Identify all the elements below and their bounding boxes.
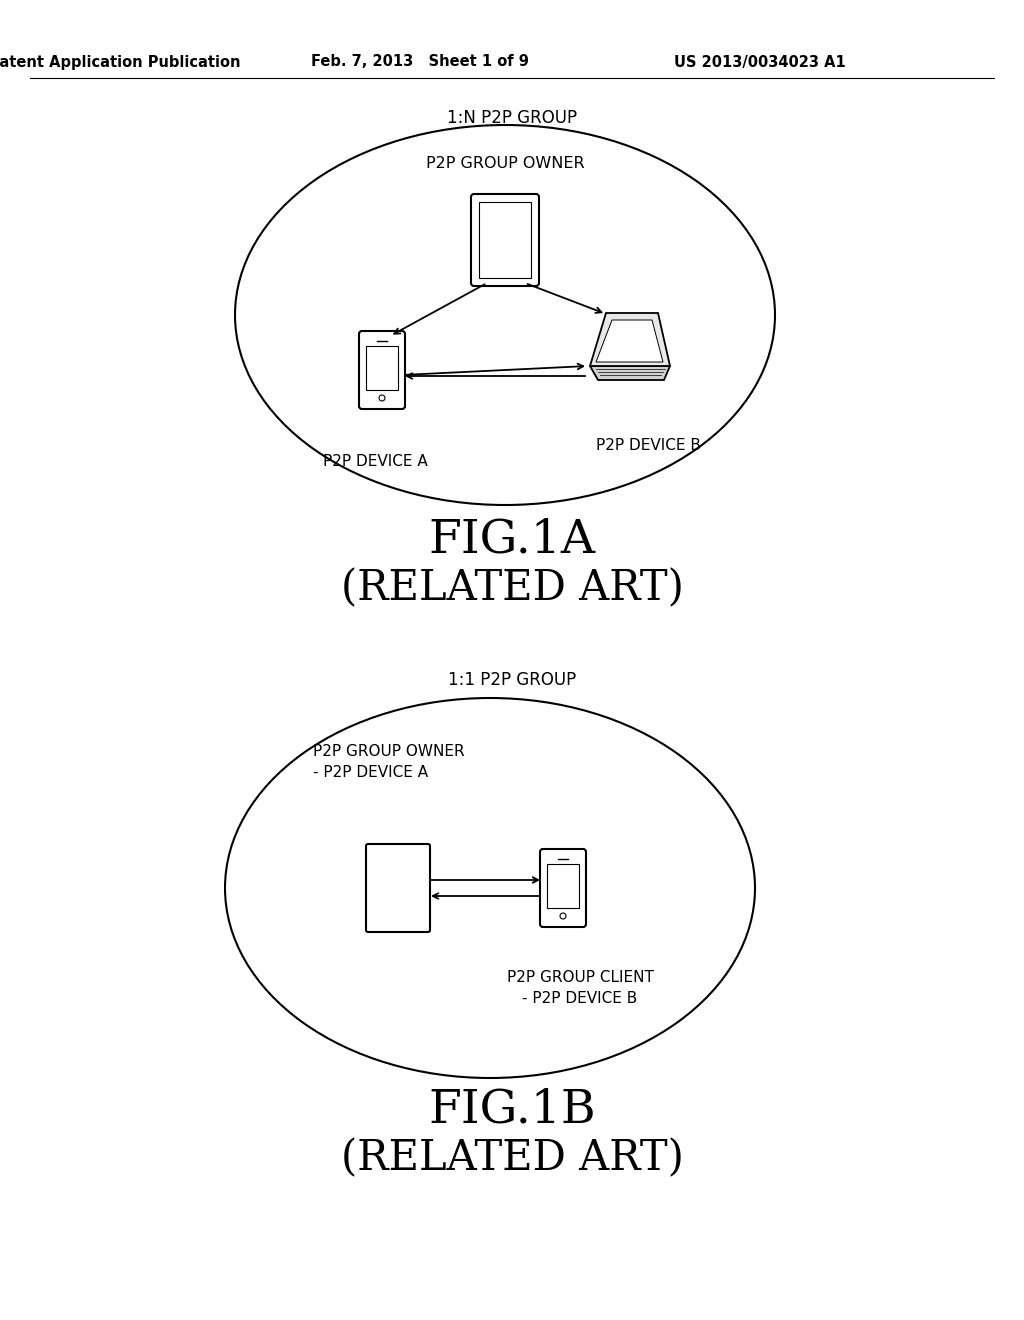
Text: Feb. 7, 2013   Sheet 1 of 9: Feb. 7, 2013 Sheet 1 of 9 bbox=[311, 54, 529, 70]
Text: P2P GROUP OWNER: P2P GROUP OWNER bbox=[426, 156, 585, 170]
Text: (RELATED ART): (RELATED ART) bbox=[341, 1137, 683, 1179]
Text: (RELATED ART): (RELATED ART) bbox=[341, 568, 683, 609]
Text: P2P DEVICE A: P2P DEVICE A bbox=[323, 454, 427, 470]
Text: FIG.1B: FIG.1B bbox=[428, 1088, 596, 1133]
FancyBboxPatch shape bbox=[359, 331, 406, 409]
Polygon shape bbox=[590, 313, 670, 366]
Bar bbox=[547, 865, 579, 908]
Polygon shape bbox=[590, 366, 670, 380]
Polygon shape bbox=[596, 319, 663, 362]
Text: P2P GROUP CLIENT
- P2P DEVICE B: P2P GROUP CLIENT - P2P DEVICE B bbox=[507, 970, 653, 1006]
FancyBboxPatch shape bbox=[366, 843, 430, 932]
FancyBboxPatch shape bbox=[540, 849, 586, 927]
Text: P2P GROUP OWNER
- P2P DEVICE A: P2P GROUP OWNER - P2P DEVICE A bbox=[313, 744, 465, 780]
FancyBboxPatch shape bbox=[471, 194, 539, 286]
Text: 1:1 P2P GROUP: 1:1 P2P GROUP bbox=[447, 671, 577, 689]
Text: P2P DEVICE B: P2P DEVICE B bbox=[596, 437, 700, 453]
Bar bbox=[479, 202, 531, 279]
Text: FIG.1A: FIG.1A bbox=[428, 517, 596, 562]
Text: 1:N P2P GROUP: 1:N P2P GROUP bbox=[446, 110, 578, 127]
Text: US 2013/0034023 A1: US 2013/0034023 A1 bbox=[674, 54, 846, 70]
Text: Patent Application Publication: Patent Application Publication bbox=[0, 54, 241, 70]
Bar bbox=[366, 346, 398, 389]
